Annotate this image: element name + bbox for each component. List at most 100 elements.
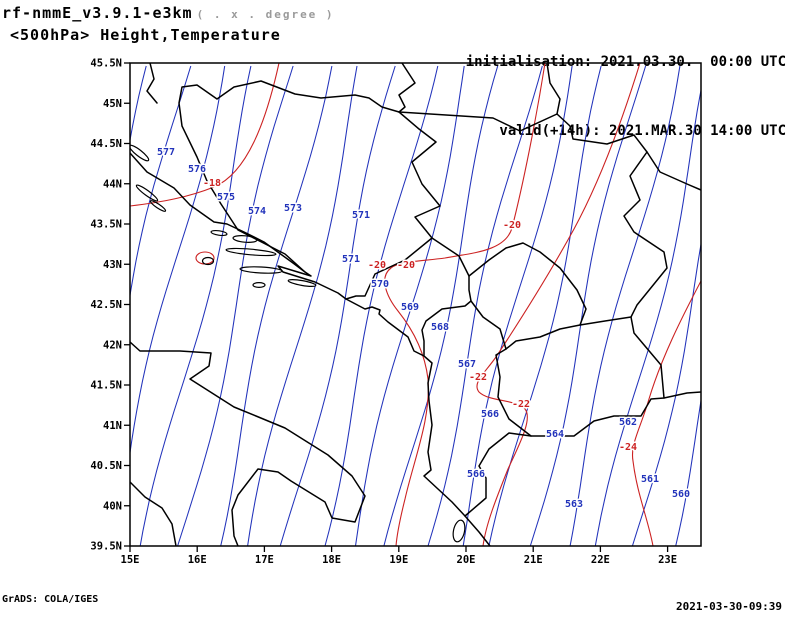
height-contour-572	[247, 65, 358, 546]
coastline-italy-adriatic	[130, 341, 366, 546]
border-slovenia-croatia	[146, 63, 158, 104]
height-contour-label: 569	[401, 302, 419, 313]
y-tick-label: 40.5N	[90, 460, 122, 472]
height-contour-574	[177, 65, 294, 546]
island-dugi-otok	[135, 184, 159, 202]
x-tick-label: 16E	[188, 554, 207, 566]
height-contour-563	[569, 65, 681, 546]
y-tick-label: 45.5N	[90, 58, 122, 70]
header-line-1: rf-nmmE_v3.9.1-e3km( . x . degree )	[2, 3, 335, 25]
y-axis: 45.5N 45N 44.5N 44N 43.5N 43N 42.5N 42N 41.5N 41N…	[90, 58, 130, 553]
temperature-contour-label: -20	[368, 260, 386, 271]
border-croatia-serbia-north	[398, 63, 416, 113]
header-right: initialisation: 2021.03.30. 00:00 UTC va…	[466, 5, 786, 189]
height-contour-label: 573	[284, 203, 302, 214]
island-corfu	[452, 519, 466, 543]
y-tick-label: 43.5N	[90, 219, 122, 231]
temperature-contour-label: -22	[512, 399, 530, 410]
island-korcula	[239, 266, 283, 274]
y-tick-label: 42.5N	[90, 299, 122, 311]
initialisation-time: initialisation: 2021.03.30. 00:00 UTC	[465, 54, 786, 70]
height-contour-label: 564	[546, 429, 564, 440]
height-contours-group	[130, 65, 701, 546]
island-vis	[201, 256, 215, 266]
height-contour-577	[130, 65, 192, 299]
y-tick-label: 41.5N	[90, 380, 122, 392]
temperature-contour-label: -20	[503, 220, 521, 231]
header-left: rf-nmmE_v3.9.1-e3km( . x . degree ) <500…	[2, 3, 335, 46]
y-tick-label: 40N	[103, 500, 122, 512]
x-tick-label: 20E	[457, 554, 476, 566]
height-contour-label: 568	[431, 322, 449, 333]
x-axis: 15E 16E 17E 18E 19E 20E 21E 22E 23E	[121, 546, 677, 566]
x-tick-label: 22E	[591, 554, 610, 566]
x-tick-label: 23E	[658, 554, 677, 566]
height-contour-566	[462, 65, 573, 546]
height-contour-label: 563	[565, 499, 583, 510]
island-kornati	[149, 200, 167, 212]
height-contour-label: 561	[641, 474, 659, 485]
border-montenegro-albania	[421, 300, 472, 356]
island-lastovo	[252, 282, 266, 289]
island-mljet	[287, 279, 317, 287]
island-solta	[210, 229, 228, 237]
temp-contour--20	[384, 63, 546, 546]
height-contour-569	[354, 65, 465, 546]
x-tick-label: 18E	[322, 554, 341, 566]
border-serbia-danube-east	[398, 111, 668, 318]
x-tick-label: 17E	[255, 554, 274, 566]
x-tick-label: 19E	[389, 554, 408, 566]
x-tick-label: 15E	[121, 554, 140, 566]
geography-group	[130, 63, 701, 546]
temperature-contour-labels-group: -18 -20 -20 -20 -22 -22 -24	[201, 177, 638, 455]
temperature-contours-group	[130, 63, 701, 546]
height-contour-label: 566	[467, 469, 485, 480]
height-contour-label: 571	[342, 254, 360, 265]
border-danube-bulgaria-romania	[646, 151, 701, 191]
y-tick-label: 39.5N	[90, 541, 122, 553]
border-macedonia	[495, 316, 665, 437]
temperature-contour-label: -24	[619, 442, 637, 453]
height-contour-label: 574	[248, 206, 266, 217]
border-greece-bulgaria-east	[663, 391, 701, 399]
height-contour-570	[324, 65, 439, 546]
island-pag	[130, 144, 150, 162]
border-kosovo	[468, 242, 587, 350]
model-resolution-note: ( . x . degree )	[196, 8, 335, 21]
y-tick-label: 45N	[103, 98, 122, 110]
coastline-adriatic-east	[130, 152, 491, 546]
height-contour-label: 575	[217, 192, 235, 203]
x-tick-label: 21E	[524, 554, 543, 566]
border-greece-albania	[464, 432, 532, 517]
height-contour-label: 562	[619, 417, 637, 428]
height-contour-label: 566	[481, 409, 499, 420]
height-contour-567	[427, 65, 543, 546]
y-tick-label: 41N	[103, 420, 122, 432]
height-contour-label: 577	[157, 147, 175, 158]
height-contour-564	[529, 65, 647, 546]
y-tick-label: 42N	[103, 339, 122, 351]
height-contour-label: 560	[672, 489, 690, 500]
border-serbia-romania-ne	[546, 63, 561, 115]
height-contour-571	[279, 65, 396, 546]
temperature-contour-label: -20	[397, 260, 415, 271]
temp-contour--22	[476, 63, 641, 546]
coastline-italy-west	[130, 481, 177, 546]
grads-stamp: GrADS: COLA/IGES	[2, 594, 99, 605]
height-contour-573	[220, 65, 333, 546]
height-contour-561	[631, 241, 701, 546]
island-hvar	[225, 247, 277, 257]
border-montenegro-serbia	[431, 237, 470, 277]
field-title: <500hPa> Height,Temperature	[10, 26, 281, 44]
y-tick-label: 44.5N	[90, 138, 122, 150]
height-contour-576	[130, 65, 226, 457]
temperature-contour-label: -18	[203, 178, 221, 189]
height-contour-560	[675, 397, 701, 546]
height-contour-labels-group: 577 576 575 574 573 571 571 570 569 568 567 566 566 5…	[155, 146, 691, 512]
y-tick-label: 44N	[103, 178, 122, 190]
height-contour-562	[594, 87, 701, 546]
height-contour-568	[383, 65, 499, 546]
y-tick-label: 43N	[103, 259, 122, 271]
